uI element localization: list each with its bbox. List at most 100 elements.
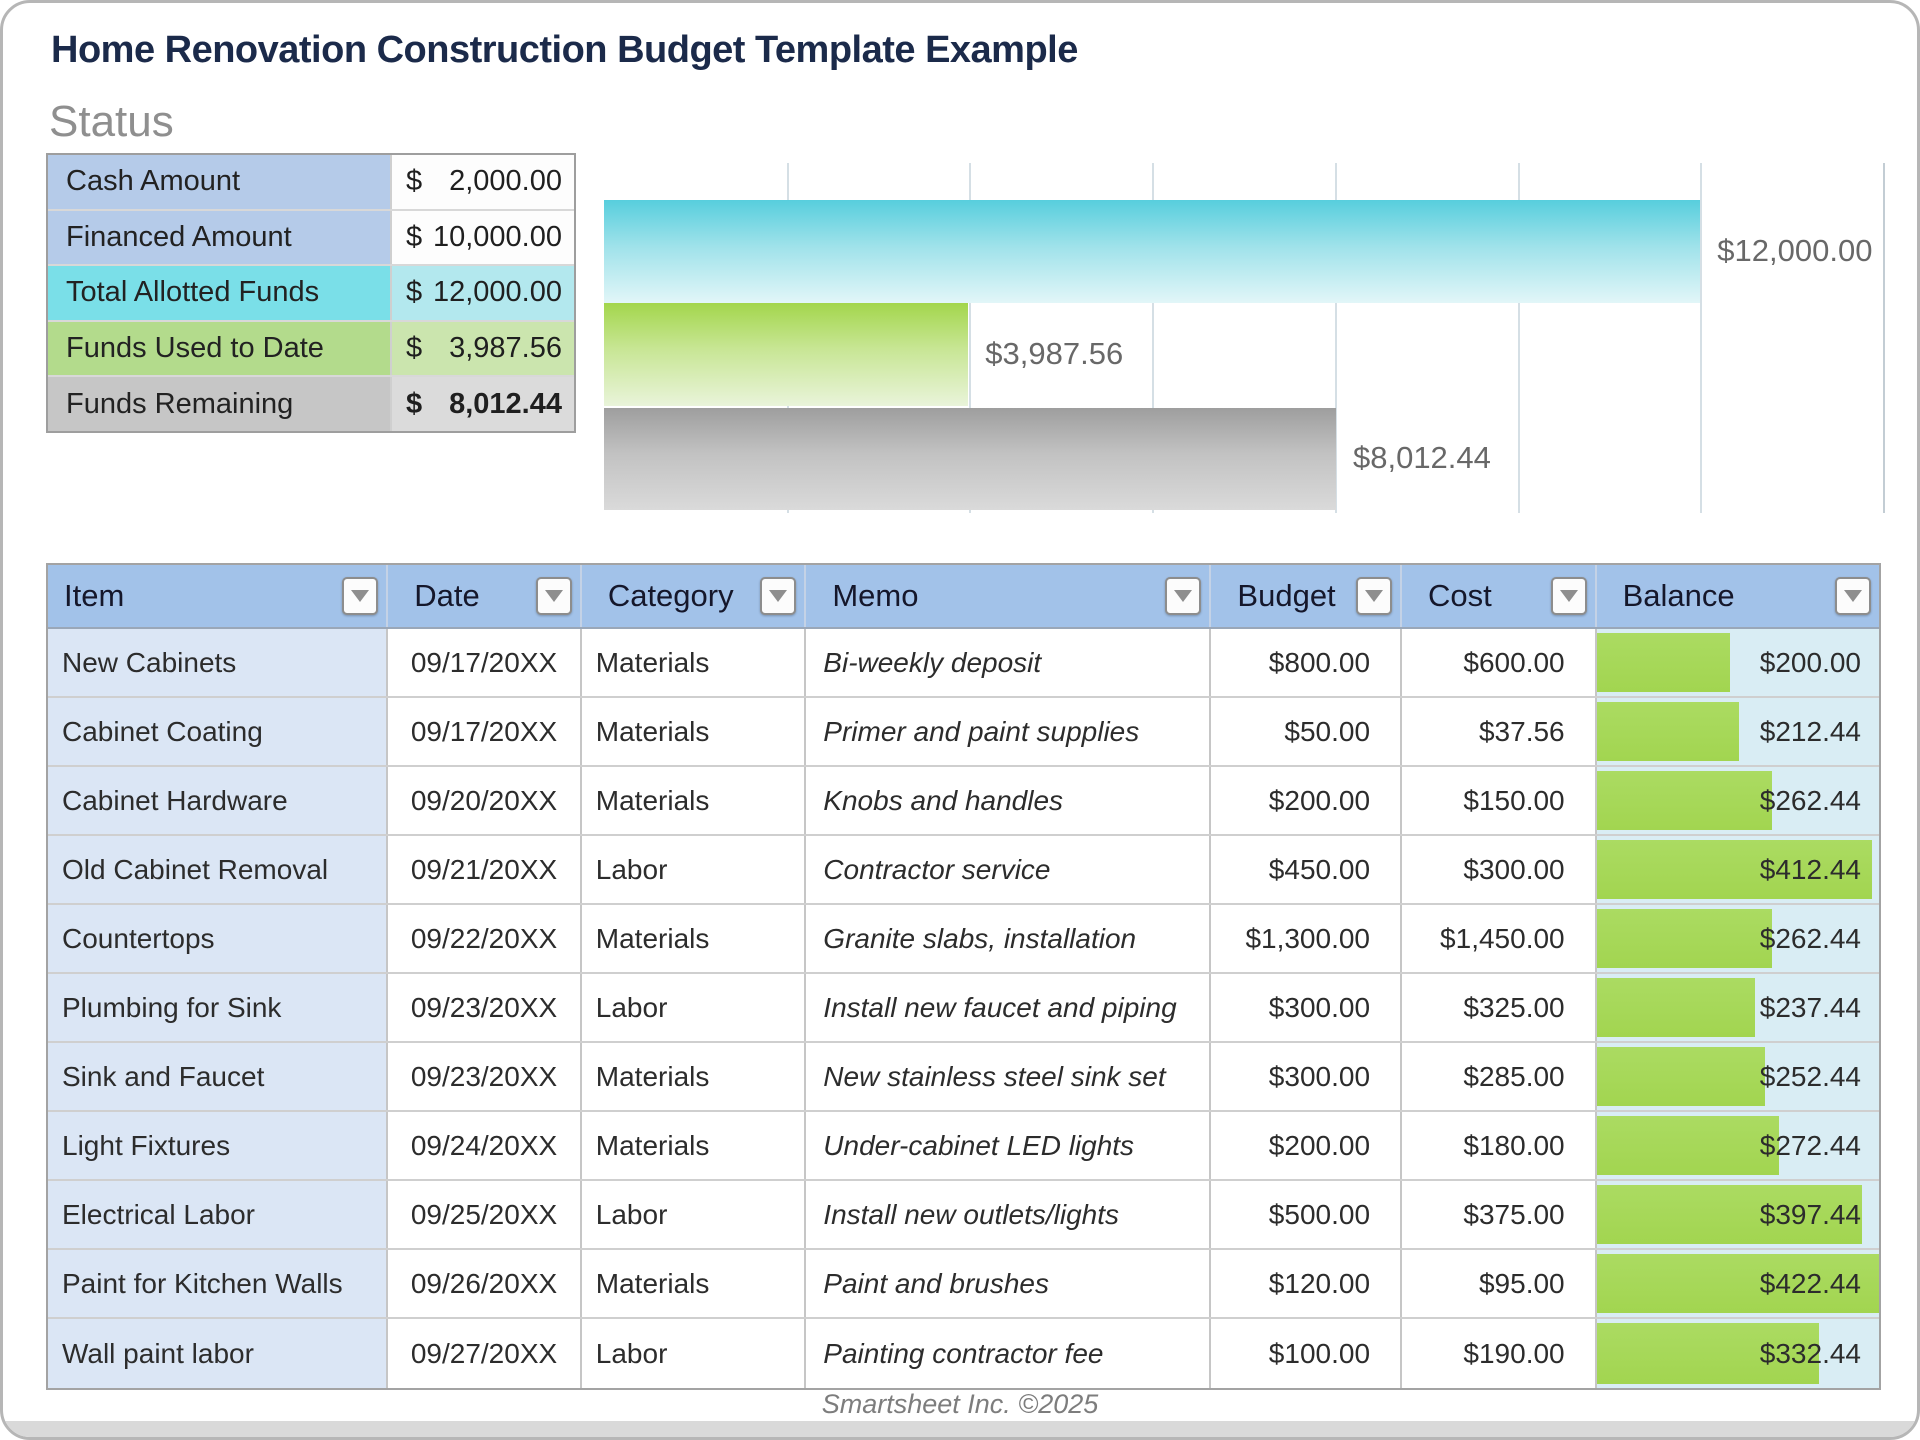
filter-button-balance[interactable] [1835, 577, 1871, 615]
cell-budget: $800.00 [1211, 629, 1403, 696]
cell-text: Plumbing for Sink [62, 991, 282, 1023]
cell-category: Materials [582, 1250, 807, 1317]
cell-text: Materials [595, 715, 710, 747]
cell-category: Labor [582, 836, 807, 903]
filter-button-cost[interactable] [1550, 577, 1587, 615]
cell-category: Materials [582, 1112, 807, 1179]
bottom-scrollbar-track [3, 1421, 1917, 1437]
filter-button-memo[interactable] [1165, 577, 1202, 615]
cell-text: New stainless steel sink set [823, 1060, 1166, 1092]
cell-cost: $95.00 [1402, 1250, 1597, 1317]
cell-text: $397.44 [1759, 1198, 1861, 1230]
filter-button-item[interactable] [342, 577, 379, 615]
currency-symbol: $ [406, 220, 423, 253]
cell-text: 09/26/20XX [410, 1267, 558, 1299]
cell-text: Materials [595, 922, 710, 954]
table-header-row: Item Date Category Memo Budget Cost Balance [48, 565, 1879, 629]
cell-date: 09/21/20XX [388, 836, 582, 903]
status-label: Funds Remaining [48, 377, 392, 431]
status-label: Financed Amount [48, 210, 392, 265]
chart-bar-funds-remaining [604, 408, 1336, 510]
cell-text: $272.44 [1759, 1129, 1861, 1161]
chart-bar-total-allotted-funds [604, 200, 1701, 303]
column-label: Item [64, 578, 125, 613]
cell-cost: $285.00 [1402, 1043, 1597, 1110]
cell-text: $190.00 [1463, 1337, 1565, 1369]
chart-gridline [1152, 163, 1155, 513]
filter-dropdown-icon [1844, 590, 1862, 602]
status-amount: 8,012.44 [449, 387, 562, 420]
column-header-category: Category [582, 565, 807, 627]
cell-text: Primer and paint supplies [823, 715, 1140, 747]
cell-text: Light Fixtures [62, 1129, 231, 1161]
chart-gridline [1517, 163, 1520, 513]
cell-item: Plumbing for Sink [48, 974, 389, 1041]
cell-balance: $237.44 [1596, 974, 1879, 1041]
cell-text: 09/21/20XX [410, 853, 558, 885]
status-value: $2,000.00 [392, 155, 574, 209]
balance-data-bar [1596, 1254, 1879, 1313]
chart-bar-label: $8,012.44 [1352, 440, 1491, 475]
cell-text: 09/27/20XX [410, 1337, 558, 1369]
cell-text: $300.00 [1268, 1060, 1371, 1092]
cell-balance: $272.44 [1596, 1112, 1879, 1179]
cell-memo: Knobs and handles [806, 767, 1212, 834]
cell-text: 09/22/20XX [410, 922, 558, 954]
cell-memo: Primer and paint supplies [806, 698, 1212, 765]
cell-text: Paint and brushes [823, 1267, 1050, 1299]
column-label: Category [607, 578, 734, 613]
cell-date: 09/26/20XX [388, 1250, 582, 1317]
table-row: Old Cabinet Removal 09/21/20XX Labor Contra… [48, 836, 1879, 905]
column-label: Date [414, 578, 480, 613]
balance-data-bar [1596, 1185, 1863, 1244]
cell-category: Labor [582, 1181, 807, 1248]
filter-button-category[interactable] [760, 577, 797, 615]
cell-budget: $100.00 [1211, 1319, 1403, 1388]
cell-text: Materials [595, 646, 710, 678]
column-header-item: Item [48, 565, 389, 627]
chart-gridline [1883, 163, 1885, 513]
page-title: Home Renovation Construction Budget Temp… [51, 29, 1078, 71]
cell-text: Bi-weekly deposit [823, 646, 1042, 678]
status-value: $12,000.00 [392, 266, 574, 320]
cell-date: 09/22/20XX [388, 905, 582, 972]
cell-cost: $375.00 [1402, 1181, 1597, 1248]
filter-dropdown-icon [351, 590, 370, 602]
cell-item: Paint for Kitchen Walls [48, 1250, 389, 1317]
cell-date: 09/24/20XX [388, 1112, 582, 1179]
cell-cost: $600.00 [1402, 629, 1597, 696]
filter-button-date[interactable] [535, 577, 572, 615]
cell-text: $450.00 [1268, 853, 1371, 885]
cell-item: Wall paint labor [48, 1319, 389, 1388]
balance-data-bar [1596, 909, 1773, 968]
cell-text: 09/17/20XX [410, 646, 558, 678]
cell-category: Materials [582, 698, 807, 765]
status-amount: 3,987.56 [449, 332, 562, 365]
cell-text: $95.00 [1478, 1267, 1565, 1299]
balance-data-bar [1596, 840, 1873, 899]
cell-text: $120.00 [1268, 1267, 1371, 1299]
cell-text: Painting contractor fee [823, 1337, 1104, 1369]
column-header-balance: Balance [1597, 565, 1879, 627]
cell-balance: $262.44 [1596, 767, 1879, 834]
status-label: Total Allotted Funds [48, 266, 392, 320]
column-header-cost: Cost [1402, 565, 1597, 627]
cell-memo: Under-cabinet LED lights [806, 1112, 1212, 1179]
cell-text: $200.00 [1268, 784, 1371, 816]
cell-text: $237.44 [1759, 991, 1861, 1023]
cell-text: Cabinet Coating [62, 715, 263, 747]
balance-data-bar [1596, 633, 1731, 692]
table-row: Paint for Kitchen Walls 09/26/20XX Materia… [48, 1250, 1879, 1319]
cell-cost: $325.00 [1402, 974, 1597, 1041]
column-header-budget: Budget [1211, 565, 1403, 627]
filter-button-budget[interactable] [1356, 577, 1393, 615]
cell-date: 09/25/20XX [388, 1181, 582, 1248]
chart-bar-funds-used-to-date [604, 303, 969, 406]
cell-budget: $1,300.00 [1211, 905, 1403, 972]
cell-text: $1,450.00 [1440, 922, 1565, 954]
cell-memo: Painting contractor fee [806, 1319, 1212, 1388]
cell-date: 09/23/20XX [388, 1043, 582, 1110]
cell-text: Contractor service [823, 853, 1051, 885]
cell-text: Install new faucet and piping [823, 991, 1177, 1023]
cell-text: $252.44 [1759, 1060, 1861, 1092]
